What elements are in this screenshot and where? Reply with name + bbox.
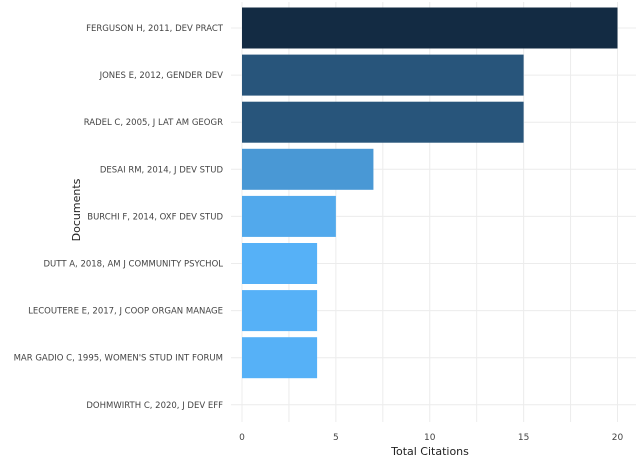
bar — [242, 195, 336, 237]
bar — [242, 148, 374, 190]
x-tick-label: 20 — [612, 433, 624, 443]
x-tick-label: 10 — [424, 433, 436, 443]
category-label: DESAI RM, 2014, J DEV STUD — [100, 165, 224, 175]
category-label: FERGUSON H, 2011, DEV PRACT — [86, 24, 224, 34]
category-label: RADEL C, 2005, J LAT AM GEOGR — [84, 118, 223, 128]
category-label: BURCHI F, 2014, OXF DEV STUD — [87, 212, 223, 222]
x-tick-labels: 0 5 10 15 20 — [239, 433, 623, 443]
bar — [242, 54, 524, 96]
y-axis-title: Documents — [70, 178, 83, 241]
bar — [242, 337, 318, 379]
category-labels: FERGUSON H, 2011, DEV PRACT JONES E, 2012… — [14, 24, 224, 411]
category-label: DUTT A, 2018, AM J COMMUNITY PSYCHOL — [44, 260, 224, 270]
bar — [242, 7, 618, 49]
category-label: DOHMWIRTH C, 2020, J DEV EFF — [86, 401, 223, 411]
category-label: JONES E, 2012, GENDER DEV — [99, 71, 224, 81]
bars — [242, 7, 618, 379]
bar — [242, 101, 524, 143]
bar — [242, 243, 318, 284]
category-label: LECOUTERE E, 2017, J COOP ORGAN MANAGE — [28, 307, 223, 317]
x-tick-label: 5 — [333, 433, 339, 443]
x-tick-label: 15 — [518, 433, 529, 443]
category-label: MAR GADIO C, 1995, WOMEN'S STUD INT FORU… — [14, 354, 223, 364]
x-tick-label: 0 — [239, 433, 245, 443]
bar — [242, 290, 318, 332]
x-axis-title: Total Citations — [390, 445, 469, 457]
